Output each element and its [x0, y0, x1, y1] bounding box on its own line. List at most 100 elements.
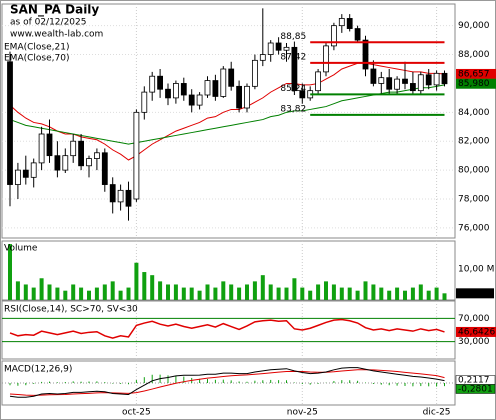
volume-bar	[150, 275, 155, 300]
candle-body	[409, 83, 416, 92]
level-label: 87,42	[280, 52, 306, 62]
candle-body	[78, 140, 84, 167]
volume-bar	[189, 287, 194, 300]
y-tick-label: 84,000	[458, 108, 490, 118]
volume-bar	[395, 287, 400, 300]
rsi-line	[9, 318, 445, 339]
y-tick-label: 78,000	[458, 195, 490, 205]
volume-bar	[339, 287, 344, 300]
y-tick-label: 90,000	[458, 21, 490, 31]
candle-body	[346, 18, 353, 29]
level-label: 83,82	[280, 104, 306, 114]
candle-body	[125, 189, 132, 207]
y-tick-label: 30,000	[458, 337, 490, 347]
volume-bar	[410, 287, 415, 300]
volume-bar	[47, 284, 52, 300]
volume-bar	[276, 287, 281, 300]
y-tick-label: 70,000	[458, 314, 490, 324]
ema-line	[9, 62, 445, 161]
candle-body	[30, 162, 37, 178]
candle-body	[251, 59, 258, 87]
candle-body	[165, 88, 171, 99]
volume-bar	[324, 281, 328, 300]
candle-body	[354, 28, 361, 41]
volume-bar	[158, 281, 163, 300]
candle-body	[94, 152, 100, 159]
y-tick-label: 10,00 M	[458, 264, 494, 274]
candle-body	[338, 18, 345, 27]
signal-line	[9, 369, 445, 396]
candle-body	[244, 85, 250, 109]
volume-bar	[87, 290, 91, 300]
candle-body	[7, 61, 13, 185]
volume-bar	[205, 284, 210, 300]
candle-body	[330, 25, 337, 47]
volume-bar	[260, 275, 265, 300]
candle-body	[14, 169, 21, 185]
volume-bar	[308, 290, 313, 300]
volume-bar	[181, 287, 186, 300]
volume-bar	[94, 287, 99, 300]
volume-bar	[71, 284, 76, 300]
panel	[1, 3, 456, 239]
candle-body	[46, 133, 53, 157]
volume-bar	[237, 287, 242, 300]
volume-bar	[118, 290, 123, 300]
candle-body	[323, 45, 329, 73]
volume-bar	[252, 281, 257, 300]
panel	[1, 300, 456, 360]
y-tick-label: 88,000	[458, 50, 490, 60]
last-label-box	[455, 384, 496, 394]
candle-body	[362, 39, 369, 70]
candle-body	[275, 42, 282, 51]
level-label: 85,24	[280, 84, 306, 94]
volume-bar	[363, 281, 368, 300]
volume-bar	[403, 290, 407, 300]
price-label-box	[456, 68, 496, 79]
volume-bar	[79, 287, 84, 300]
candle-body	[441, 72, 448, 85]
candle-body	[417, 74, 424, 92]
candle-body	[109, 184, 116, 203]
candle-body	[70, 140, 77, 157]
price-label: 86,657	[458, 69, 490, 79]
candle-body	[402, 78, 408, 84]
candle-body	[62, 155, 69, 171]
volume-bar	[316, 284, 321, 300]
candle-body	[394, 78, 401, 90]
y-tick-label: 80,000	[458, 166, 490, 176]
candle-body	[236, 85, 243, 109]
y-tick-label: 82,000	[458, 137, 490, 147]
volume-bar	[300, 287, 305, 300]
panel	[1, 240, 456, 301]
volume-bar	[268, 284, 273, 300]
x-tick-label: dic-25	[423, 408, 451, 418]
candle-body	[196, 94, 203, 106]
macd-line	[9, 367, 445, 398]
volume-bar	[39, 278, 44, 300]
candle-body	[220, 68, 227, 97]
y-tick-label: 76,000	[458, 223, 490, 233]
legend-entry: EMA(Close,21)	[4, 43, 69, 53]
volume-bar	[102, 284, 107, 300]
candle-body	[133, 111, 140, 200]
price-label-box	[456, 78, 496, 89]
candle-body	[386, 77, 393, 90]
candle-body	[38, 133, 45, 164]
volume-bar	[331, 284, 336, 300]
volume-bar	[442, 293, 447, 300]
candle-body	[433, 72, 440, 86]
candle-body	[370, 68, 377, 84]
candle-body	[425, 74, 432, 86]
candle-body	[315, 71, 322, 92]
candle-body	[259, 54, 266, 61]
legend-entry: EMA(Close,70)	[4, 54, 69, 64]
level-label: 88,85	[280, 32, 306, 42]
candle-body	[22, 169, 29, 178]
candle-body	[86, 158, 92, 167]
volume-bar	[134, 262, 139, 300]
volume-bar	[426, 290, 431, 300]
panel-label: MACD(12,26,9)	[4, 365, 72, 375]
last-label: 0,2117	[458, 376, 490, 386]
